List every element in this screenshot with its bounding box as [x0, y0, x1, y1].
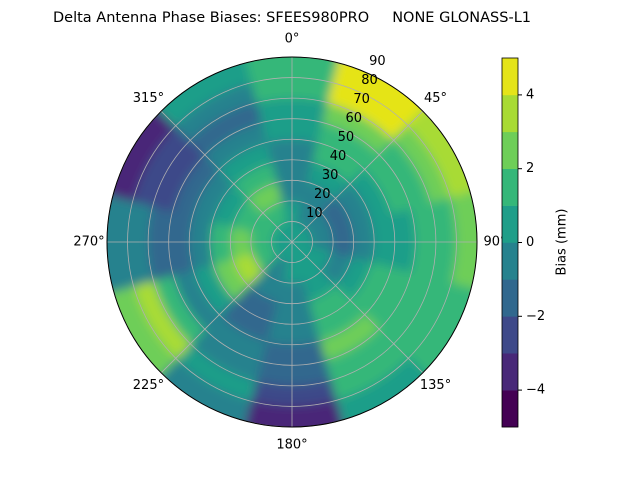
colorbar-band — [502, 390, 518, 428]
colorbar-tick-label: −2 — [526, 309, 545, 324]
angular-tick-label: 0° — [285, 32, 300, 47]
colorbar-tick-label: 4 — [526, 87, 534, 102]
radial-tick-label: 90 — [369, 54, 386, 69]
angular-tick-label: 270° — [73, 235, 104, 250]
radial-tick-label: 60 — [345, 111, 362, 126]
angular-grid-line — [291, 110, 424, 243]
colorbar-band — [502, 131, 518, 169]
axes: 10 20 30 40 50 60 70 80 90 0° 45° 90° 135° 180° 225° 27… — [73, 32, 506, 453]
angular-tick-label: 315° — [133, 91, 164, 106]
radial-tick-label: 30 — [322, 168, 339, 183]
colorbar-band — [502, 316, 518, 354]
colorbar-tick-label: 2 — [526, 161, 534, 176]
angular-tick-label: 225° — [133, 378, 164, 393]
angular-tick-label: 180° — [276, 438, 307, 453]
radial-tick-label: 40 — [330, 149, 347, 164]
colorbar-tick-label: −4 — [526, 383, 545, 398]
angular-grid-line — [160, 241, 293, 374]
radial-tick-label: 20 — [314, 187, 331, 202]
polar-frame — [106, 56, 478, 428]
colorbar-label: Bias (mm) — [555, 209, 570, 276]
angular-tick-label: 135° — [420, 378, 451, 393]
colorbar-band — [502, 58, 518, 96]
angular-tick-label: 45° — [424, 91, 447, 106]
radial-tick-label: 10 — [306, 206, 323, 221]
colorbar-band — [502, 279, 518, 317]
angular-grid-line — [291, 241, 424, 374]
colorbar-band — [502, 168, 518, 206]
colorbar-band — [502, 94, 518, 133]
colorbar-tick-label: 0 — [526, 235, 534, 250]
radial-tick-label: 50 — [338, 130, 355, 145]
chart-title: Delta Antenna Phase Biases: SFEES980PRO … — [53, 10, 531, 26]
colorbar-band — [502, 242, 518, 280]
colorbar-band — [502, 205, 518, 243]
angular-tick-label: 90° — [483, 235, 506, 250]
colorbar-band — [502, 353, 518, 391]
radial-tick-label: 70 — [353, 92, 370, 107]
radial-tick-label: 80 — [361, 73, 378, 88]
angular-grid-line — [160, 110, 293, 243]
